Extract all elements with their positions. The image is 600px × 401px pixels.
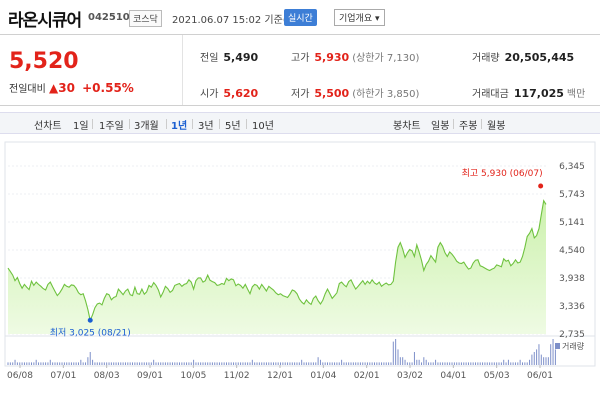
y-tick-label: 4,540 — [559, 246, 585, 256]
period-10y[interactable]: 10년 — [252, 121, 274, 132]
y-tick-label: 5,141 — [559, 218, 585, 228]
y-tick-label: 5,743 — [559, 190, 585, 200]
low-annotation: 최저 3,025 (08/21) — [50, 327, 131, 338]
divider — [92, 119, 93, 129]
candle-monthly[interactable]: 월봉 — [487, 121, 506, 132]
market-badge: 코스닥 — [129, 10, 162, 27]
change-percent: +0.55% — [82, 81, 134, 95]
current-price: 5,520 — [9, 49, 79, 74]
x-tick-label: 08/03 — [94, 371, 120, 381]
high-marker — [538, 183, 544, 189]
x-tick-label: 06/01 — [527, 371, 553, 381]
divider — [166, 119, 167, 129]
divider — [453, 119, 454, 129]
candle-chart-label: 봉차트 — [393, 121, 421, 132]
stock-code: 042510 — [88, 12, 130, 23]
period-1y[interactable]: 1년 — [171, 121, 188, 132]
x-tick-label: 10/05 — [180, 371, 206, 381]
x-tick-label: 02/01 — [354, 371, 380, 381]
period-3m[interactable]: 3개월 — [134, 121, 159, 132]
x-tick-label: 03/02 — [397, 371, 423, 381]
x-tick-label: 11/02 — [224, 371, 250, 381]
price-change: 전일대비 ▲30 +0.55% — [9, 80, 134, 95]
divider — [481, 119, 482, 129]
y-tick-label: 2,735 — [559, 330, 585, 340]
company-info-dropdown[interactable]: 기업개요 ▾ — [334, 9, 385, 26]
y-tick-label: 3,336 — [559, 302, 585, 312]
x-tick-label: 07/01 — [50, 371, 76, 381]
y-tick-label: 6,345 — [559, 162, 585, 172]
stat-low: 저가 5,500 (하한가 3,850) — [291, 87, 420, 100]
stat-open: 시가 5,620 — [200, 87, 259, 100]
volume-legend-swatch — [555, 343, 560, 349]
candle-daily[interactable]: 일봉 — [431, 121, 450, 132]
divider — [129, 119, 130, 129]
period-selector: 선차트 1일 1주일 3개월 1년 3년 5년 10년 봉차트 일봉 주봉 월봉 — [0, 112, 600, 134]
candle-weekly[interactable]: 주봉 — [459, 121, 478, 132]
stat-high: 고가 5,930 (상한가 7,130) — [291, 51, 420, 64]
period-3y[interactable]: 3년 — [198, 121, 214, 132]
x-tick-label: 04/01 — [440, 371, 466, 381]
change-label: 전일대비 — [9, 84, 46, 95]
change-value: ▲30 — [49, 81, 75, 95]
volume-label: 거래량 — [562, 341, 585, 351]
period-1d[interactable]: 1일 — [73, 121, 89, 132]
x-tick-label: 09/01 — [137, 371, 163, 381]
price-panel: 5,520 전일대비 ▲30 +0.55% — [0, 35, 183, 105]
stock-name: 라온시큐어 — [8, 11, 82, 31]
quote-summary: 5,520 전일대비 ▲30 +0.55% 전일 5,490 고가 5,930 (상한… — [0, 34, 600, 106]
stat-prev-close: 전일 5,490 — [200, 51, 259, 64]
quote-timestamp: 2021.06.07 15:02 기준(장중) — [172, 15, 310, 26]
x-tick-label: 05/03 — [484, 371, 510, 381]
divider — [192, 119, 193, 129]
x-tick-label: 06/08 — [7, 371, 33, 381]
low-marker — [87, 317, 93, 323]
stat-trade-amount: 거래대금 117,025 백만 — [472, 87, 586, 100]
period-1w[interactable]: 1주일 — [99, 121, 124, 132]
line-chart-label: 선차트 — [34, 121, 62, 132]
price-chart: 6,345 5,743 5,141 4,540 3,938 3,336 2,735 거래량 … — [0, 134, 600, 401]
y-tick-label: 3,938 — [559, 274, 585, 284]
period-5y[interactable]: 5년 — [225, 121, 241, 132]
price-area — [8, 200, 546, 334]
divider — [219, 119, 220, 129]
price-line — [7, 199, 547, 323]
x-tick-label: 12/01 — [267, 371, 293, 381]
high-annotation: 최고 5,930 (06/07) — [462, 168, 543, 179]
realtime-button[interactable]: 실시간 — [284, 9, 317, 26]
chart-frame — [4, 141, 596, 367]
stat-volume: 거래량 20,505,445 — [472, 51, 575, 64]
divider — [246, 119, 247, 129]
stock-header: 라온시큐어 042510 코스닥 2021.06.07 15:02 기준(장중)… — [0, 0, 600, 34]
x-tick-label: 01/04 — [310, 371, 336, 381]
